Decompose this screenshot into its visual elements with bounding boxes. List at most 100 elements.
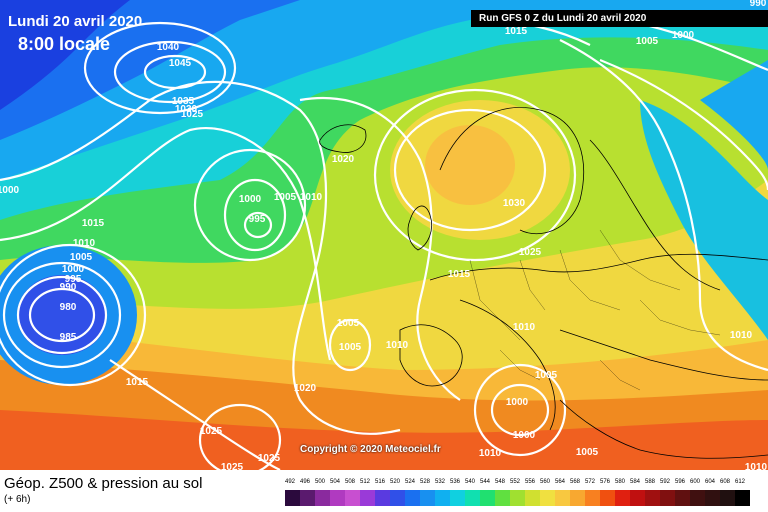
pressure-label: 995 [249,214,266,225]
scale-swatch [570,490,586,506]
pressure-label: 1010 [479,448,502,459]
pressure-label: 980 [60,302,77,313]
scale-label: 584 [630,479,641,485]
scale-label: 512 [360,479,371,485]
pressure-label: 985 [60,332,77,343]
scale-swatch [720,490,736,506]
scale-label: 492 [285,479,296,485]
scale-label: 496 [300,479,311,485]
pressure-label: 1010 [745,462,768,470]
pressure-label: 1030 [503,198,526,209]
scale-swatch [510,490,526,506]
scale-label: 612 [735,479,746,485]
scale-swatch [630,490,646,506]
scale-label: 568 [570,479,581,485]
scale-label: 564 [555,479,566,485]
scale-swatch [540,490,556,506]
scale-swatch [390,490,406,506]
scale-label: 548 [495,479,506,485]
scale-label: 576 [600,479,611,485]
scale-swatch [330,490,346,506]
pressure-label: 1010 [730,330,753,341]
scale-label: 596 [675,479,686,485]
pressure-label: 1005 [636,36,659,47]
pressure-label: 1000 [62,264,85,275]
scale-label: 540 [465,479,476,485]
pressure-label: 1000 [239,194,262,205]
scale-label: 532 [435,479,446,485]
scale-label: 544 [480,479,491,485]
scale-label: 508 [345,479,356,485]
product-subtitle: (+ 6h) [4,494,31,505]
pressure-label: 1005 [576,447,599,458]
scale-label: 500 [315,479,326,485]
scale-swatch [375,490,391,506]
scale-label: 556 [525,479,536,485]
scale-swatch [555,490,571,506]
scale-swatch [300,490,316,506]
pressure-label: 1005 [274,192,297,203]
scale-swatch [465,490,481,506]
pressure-label: 1000 [513,430,536,441]
scale-label: 560 [540,479,551,485]
pressure-label: 990 [60,282,77,293]
scale-label: 600 [690,479,701,485]
run-info: Run GFS 0 Z du Lundi 20 avril 2020 [471,10,768,27]
scale-label: 516 [375,479,386,485]
scale-label: 580 [615,479,626,485]
borders [469,229,721,391]
pressure-label: 1045 [169,58,192,69]
south-warm [0,410,768,470]
pressure-label: 1010 [386,340,409,351]
scale-swatch [420,490,436,506]
band-deepblue [0,0,130,110]
scale-swatch [585,490,601,506]
scale-swatch [615,490,631,506]
pressure-label: 1005 [337,318,360,329]
scale-label: 604 [705,479,716,485]
scale-swatch [525,490,541,506]
pressure-label: 1025 [519,247,542,258]
pressure-label: 1005 [70,252,93,263]
pressure-label: 1015 [505,26,528,37]
scale-swatch [480,490,496,506]
scale-swatch [705,490,721,506]
scale-swatch [405,490,421,506]
isobars [0,18,768,470]
pressure-label: 1020 [332,154,355,165]
pressure-label: 1010 [300,192,323,203]
scale-label: 504 [330,479,341,485]
pressure-label: 1030 [175,104,198,115]
pressure-label: 1040 [157,42,180,53]
pressure-label: 1005 [535,370,558,381]
pressure-label: 1010 [73,238,96,249]
pressure-label: 1010 [513,322,536,333]
scale-label: 608 [720,479,731,485]
copyright: Copyright © 2020 Meteociel.fr [300,444,441,455]
product-title: Géop. Z500 & pression au sol [4,475,203,492]
scale-swatch [660,490,676,506]
east-cold-deep [700,60,768,170]
scale-swatch [645,490,661,506]
scale-label: 552 [510,479,521,485]
scale-label: 524 [405,479,416,485]
pressure-label: 1015 [126,377,149,388]
scale-swatch [675,490,691,506]
scale-swatch [285,490,301,506]
pressure-label: 1000 [672,30,695,41]
pressure-label: 1005 [339,342,362,353]
pressure-label: 1000 [0,185,20,196]
pressure-label: 1025 [200,426,223,437]
pressure-label: 1015 [82,218,105,229]
east-cold [640,100,768,340]
coastlines [319,107,768,459]
scale-swatch [600,490,616,506]
pressure-label: 1035 [172,96,195,107]
pressure-label: 1025 [181,109,204,120]
pressure-label: 1025 [221,462,244,470]
scale-swatch [345,490,361,506]
scale-swatch [735,490,750,506]
scale-swatch [495,490,511,506]
scale-label: 536 [450,479,461,485]
